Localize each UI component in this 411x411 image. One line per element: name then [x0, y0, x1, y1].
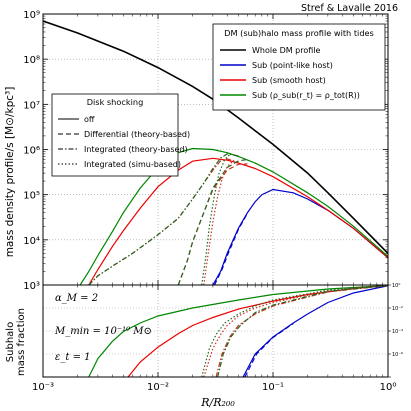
bottom-series-green: [88, 285, 388, 377]
legend-tides: DM (sub)halo mass profile with tides Whol…: [212, 23, 386, 111]
bottom-panel-series: [88, 285, 388, 377]
annotation-epsilon: ε_t = 1: [55, 352, 90, 363]
top-series-green-off: [79, 147, 388, 285]
legend-tides-label-2: Sub (smooth host): [252, 76, 326, 85]
top-series-red-dashdot: [88, 158, 239, 285]
top-y-tick-label-8: 10⁸: [23, 55, 40, 66]
bottom-y-axis-label-1: Subhalomass fraction: [5, 308, 27, 376]
bottom-series-green-dashdot: [217, 285, 388, 377]
top-y-tick-label-3: 10³: [23, 281, 40, 292]
bottom-right-tick-label-4: 10⁰: [392, 283, 400, 289]
top-series-green-dashed: [177, 158, 248, 285]
top-series-red-off: [88, 157, 388, 285]
bottom-series-red-dotted: [203, 285, 388, 377]
x-tick-label-0: 10⁻³: [32, 382, 54, 393]
legend-tides-title: DM (sub)halo mass profile with tides: [224, 28, 374, 38]
bottom-right-tick-label-3: 10⁻²: [392, 306, 403, 312]
legend-shock-box: [51, 93, 179, 177]
bottom-right-tick-label-2: 10⁻⁴: [392, 329, 403, 335]
credit-text: Stref & Lavalle 2016: [301, 3, 398, 14]
top-y-tick-label-4: 10⁴: [23, 236, 40, 247]
top-series-blue-off: [212, 188, 388, 285]
legend-shock-label-0: off: [84, 115, 95, 124]
top-series-green-dotted: [201, 153, 231, 285]
legend-shock-label-2: Integrated (theory-based): [84, 145, 188, 154]
bottom-y-label-line-2: mass fraction: [16, 308, 27, 376]
legend-tides-label-0: Whole DM profile: [252, 46, 321, 55]
top-y-axis-label: mass density profile/s [M⊙/kpc³]: [4, 87, 16, 258]
top-series-blue-diff: [213, 212, 249, 285]
legend-disk-shocking: Disk shocking off Differential (theory-bas…: [51, 93, 190, 177]
top-series-green-dashdot: [88, 153, 239, 285]
bottom-right-tick-label-1: 10⁻⁶: [392, 352, 403, 358]
top-series-red-dashed: [177, 163, 248, 285]
bottom-y-label-line-1: Subhalo: [5, 322, 16, 362]
x-tick-label-2: 10⁻¹: [262, 382, 284, 393]
axis-ticks: 10³ 10⁴ 10⁵ 10⁶ 10⁷ 10⁸ 10⁹ 10⁻³ 10⁻² 10⁻¹ 10⁰ 10⁻⁶…: [23, 10, 403, 393]
legend-shock-label-3: Integrated (simu-based): [84, 160, 181, 169]
annotation-mmin: M_min = 10⁻¹⁰ M⊙: [54, 326, 152, 337]
top-y-tick-label-6: 10⁶: [23, 146, 40, 157]
bottom-series-blue: [242, 285, 388, 377]
top-y-tick-label-5: 10⁵: [23, 191, 40, 202]
top-y-tick-label-7: 10⁷: [23, 100, 40, 111]
top-y-tick-label-9: 10⁹: [23, 10, 40, 21]
x-axis-label: R/R₂₀₀: [200, 396, 235, 409]
bottom-series-blue-dashed: [244, 323, 294, 377]
legend-shock-title: Disk shocking: [87, 97, 144, 107]
annotation-alpha: α_M = 2: [55, 293, 98, 304]
x-tick-label-1: 10⁻²: [147, 382, 169, 393]
x-tick-label-3: 10⁰: [380, 382, 397, 393]
legend-tides-label-3: Sub (ρ_sub(r_t) = ρ_tot(R)): [252, 91, 360, 100]
legend-shock-label-1: Differential (theory-based): [84, 130, 190, 139]
legend-tides-label-1: Sub (point-like host): [252, 61, 333, 70]
